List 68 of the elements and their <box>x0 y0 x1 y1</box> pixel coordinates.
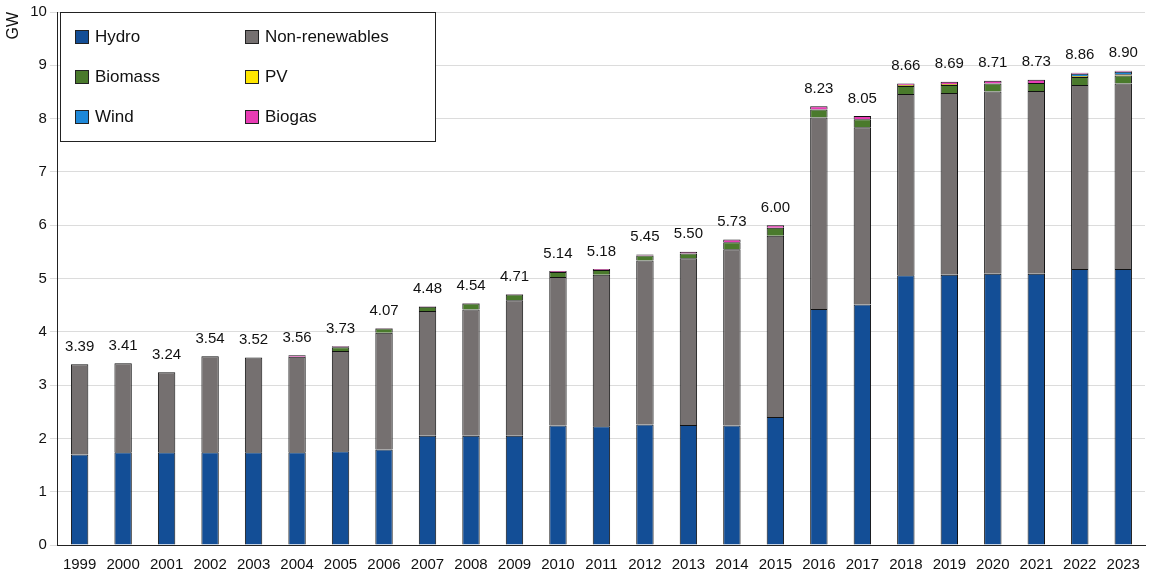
total-label: 3.54 <box>195 328 225 346</box>
total-label: 8.05 <box>847 88 877 106</box>
x-tick-label: 2020 <box>976 555 1010 573</box>
legend-label: Biomass <box>94 67 161 87</box>
legend-label: PV <box>264 67 288 87</box>
total-label: 5.45 <box>630 227 660 245</box>
y-tick-label: 9 <box>38 55 47 73</box>
y-tick-label: 1 <box>38 481 47 499</box>
x-tick-label: 2016 <box>802 555 836 573</box>
x-tick-label: 2003 <box>236 555 271 573</box>
x-tick-label: 2005 <box>323 555 358 573</box>
x-tick-label: 2022 <box>1063 555 1097 573</box>
y-tick-label: 3 <box>38 375 47 393</box>
x-tick-label: 2023 <box>1106 555 1140 573</box>
total-label: 4.71 <box>499 266 530 284</box>
total-label: 8.71 <box>978 53 1008 71</box>
x-tick-label: 1999 <box>62 555 97 573</box>
legend-label: Wind <box>94 107 134 127</box>
total-label: 3.24 <box>151 344 182 362</box>
x-tick-label: 2000 <box>106 555 140 573</box>
x-tick-label: 2008 <box>454 555 488 573</box>
y-tick-label: 5 <box>38 268 47 286</box>
total-label: 8.73 <box>1021 52 1051 70</box>
x-tick-label: 2014 <box>715 555 749 573</box>
x-tick-label: 2013 <box>671 555 706 573</box>
total-label: 5.18 <box>586 241 617 259</box>
y-axis-title: GW <box>4 11 22 40</box>
x-tick-label: 2010 <box>541 555 575 573</box>
total-label: 8.66 <box>891 56 921 74</box>
total-label: 8.23 <box>804 78 834 96</box>
x-tick-label: 2006 <box>367 555 401 573</box>
y-tick-label: 7 <box>38 162 47 180</box>
total-label: 5.14 <box>543 243 573 261</box>
x-tick-label: 2002 <box>193 555 227 573</box>
x-tick-label: 2011 <box>585 555 618 573</box>
y-tick-label: 6 <box>38 215 47 233</box>
total-label: 6.00 <box>760 197 790 215</box>
x-tick-label: 2017 <box>845 555 880 573</box>
y-tick-label: 8 <box>38 108 47 126</box>
total-label: 4.48 <box>412 278 443 296</box>
total-label: 4.07 <box>369 300 399 318</box>
y-tick-label: 2 <box>38 428 47 446</box>
legend-label: Hydro <box>94 27 141 47</box>
legend-label: Biogas <box>264 107 317 127</box>
total-label: 3.52 <box>238 330 269 348</box>
total-label: 3.73 <box>325 318 356 336</box>
total-label: 3.56 <box>282 327 312 345</box>
x-tick-label: 2018 <box>889 555 923 573</box>
total-label: 8.90 <box>1108 43 1138 61</box>
x-tick-label: 2019 <box>932 555 967 573</box>
x-tick-label: 2007 <box>410 555 445 573</box>
x-tick-label: 2021 <box>1019 555 1053 573</box>
total-label: 5.50 <box>673 224 704 242</box>
total-label: 4.54 <box>456 275 486 293</box>
legend-label: Non-renewables <box>264 27 389 47</box>
total-label: 8.69 <box>934 54 964 72</box>
y-tick-label: 0 <box>38 535 47 553</box>
total-label: 3.39 <box>65 336 95 354</box>
x-tick-label: 2012 <box>628 555 662 573</box>
x-tick-label: 2004 <box>280 555 314 573</box>
y-tick-label: 10 <box>30 2 47 20</box>
total-label: 8.86 <box>1065 45 1095 63</box>
x-tick-label: 2009 <box>497 555 532 573</box>
total-label: 3.41 <box>108 335 138 353</box>
x-tick-label: 2015 <box>758 555 793 573</box>
total-label: 5.73 <box>717 212 747 230</box>
x-tick-label: 2001 <box>149 555 184 573</box>
y-tick-label: 4 <box>38 321 47 339</box>
